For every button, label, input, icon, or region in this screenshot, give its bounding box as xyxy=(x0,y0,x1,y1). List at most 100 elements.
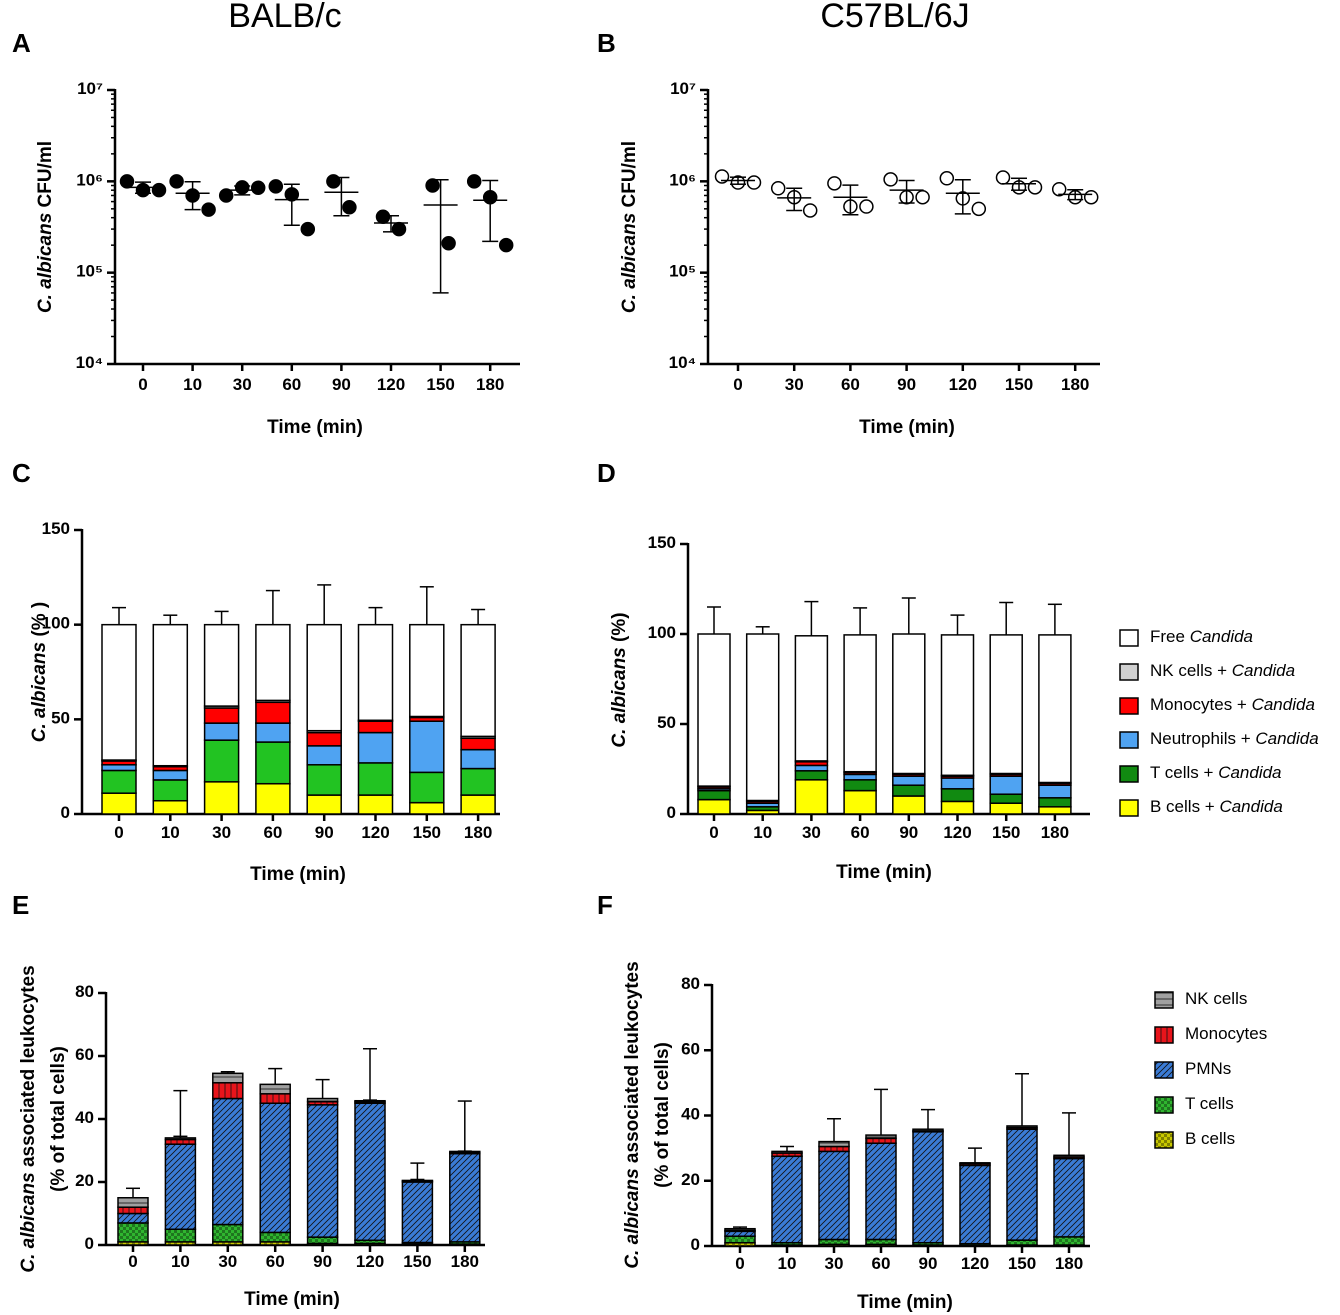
bar-segment xyxy=(152,799,189,815)
bar-segment xyxy=(354,1099,386,1103)
bar-segment xyxy=(1038,784,1072,799)
panel-letter: D xyxy=(597,458,616,488)
bar-segment xyxy=(409,771,445,804)
bar-segment xyxy=(306,731,342,747)
data-point xyxy=(218,188,234,203)
data-point xyxy=(250,180,266,196)
bar-segment xyxy=(212,1223,244,1243)
x-tick-label: 30 xyxy=(825,1254,844,1273)
panel-letter: A xyxy=(12,28,31,58)
bar-segment xyxy=(357,731,394,764)
bar-segment xyxy=(843,789,877,815)
y-tick-label: 150 xyxy=(648,533,676,552)
x-tick-label: 60 xyxy=(851,823,870,842)
bar-segment xyxy=(203,739,240,783)
data-point xyxy=(326,174,341,189)
data-point xyxy=(859,199,874,214)
data-point xyxy=(883,172,898,187)
bar-segment xyxy=(843,779,877,792)
bar-segment xyxy=(794,635,829,762)
bar-segment xyxy=(255,741,291,785)
bar-segment xyxy=(259,1093,291,1105)
legend-swatch xyxy=(1119,799,1139,817)
bar-segment xyxy=(1038,797,1072,808)
bar-segment xyxy=(117,1212,149,1224)
x-tick-label: 10 xyxy=(753,823,772,842)
panel-letter: C xyxy=(12,458,31,488)
bar-segment xyxy=(117,1206,149,1215)
column-title: C57BL/6J xyxy=(820,0,969,35)
y-axis-label: (% of total cells) xyxy=(652,1042,673,1188)
bar-segment xyxy=(212,1072,244,1084)
data-point xyxy=(169,174,184,189)
bar-segment xyxy=(794,779,829,815)
bar-segment xyxy=(152,623,189,767)
bar-segment xyxy=(203,722,240,741)
data-point xyxy=(375,209,391,224)
y-tick-label: 40 xyxy=(681,1105,700,1124)
data-point xyxy=(770,180,786,196)
data-point xyxy=(300,221,316,237)
x-tick-label: 90 xyxy=(332,375,351,394)
x-tick-label: 10 xyxy=(161,823,180,842)
x-tick-label: 60 xyxy=(266,1252,285,1271)
y-tick-label: 20 xyxy=(75,1171,94,1190)
bar-segment xyxy=(745,633,780,802)
data-point xyxy=(151,182,167,198)
legend-label: Monocytes xyxy=(1185,1024,1267,1043)
bar-segment xyxy=(959,1162,991,1165)
bar-segment xyxy=(101,764,137,772)
x-tick-label: 0 xyxy=(709,823,718,842)
bar-segment xyxy=(1053,1157,1085,1238)
legend-swatch xyxy=(1154,1061,1174,1079)
bar-segment xyxy=(152,769,189,781)
bar-segment xyxy=(818,1140,850,1148)
x-tick-label: 120 xyxy=(356,1252,384,1271)
bar-segment xyxy=(306,1097,339,1103)
legend-label: Monocytes + Candida xyxy=(1150,695,1315,714)
legend-swatch xyxy=(1119,765,1139,783)
bar-segment xyxy=(940,800,975,815)
bar-segment xyxy=(306,623,342,732)
x-tick-label: 180 xyxy=(1041,823,1069,842)
data-point xyxy=(391,221,407,237)
data-point xyxy=(1027,180,1043,195)
y-tick-label: 10⁷ xyxy=(77,79,103,98)
bar-segment xyxy=(212,1082,244,1100)
y-tick-label: 10⁴ xyxy=(76,353,103,372)
bar-segment xyxy=(354,1102,386,1242)
x-axis-label: Time (min) xyxy=(836,862,932,883)
bar-segment xyxy=(164,1137,197,1141)
bar-segment xyxy=(306,1104,339,1238)
legend-label: B cells + Candida xyxy=(1150,797,1283,816)
x-tick-label: 30 xyxy=(218,1252,237,1271)
x-tick-label: 10 xyxy=(778,1254,797,1273)
x-tick-label: 180 xyxy=(1061,375,1089,394)
bar-segment xyxy=(794,764,829,772)
bar-segment xyxy=(203,707,240,724)
legend-label: B cells xyxy=(1185,1129,1235,1148)
bar-segment xyxy=(259,1102,291,1234)
bar-segment xyxy=(460,737,496,751)
bar-segment xyxy=(212,1097,244,1226)
bar-segment xyxy=(449,1152,481,1243)
panel-letter: B xyxy=(597,28,616,58)
data-point xyxy=(1083,189,1099,205)
bar-segment xyxy=(255,722,291,743)
legend-label: T cells + Candida xyxy=(1150,763,1282,782)
legend-label: Neutrophils + Candida xyxy=(1150,729,1319,748)
y-tick-label: 10⁶ xyxy=(76,171,103,190)
data-point xyxy=(441,235,456,251)
y-tick-label: 10⁶ xyxy=(669,171,696,190)
bar-segment xyxy=(306,794,342,815)
x-tick-label: 60 xyxy=(282,375,301,394)
bar-segment xyxy=(306,745,342,766)
legend-swatch xyxy=(1119,731,1139,749)
data-point xyxy=(342,200,357,215)
x-tick-label: 120 xyxy=(361,823,389,842)
bar-segment xyxy=(959,1164,991,1245)
bar-segment xyxy=(409,720,445,774)
bar-segment xyxy=(449,1150,481,1154)
bar-segment xyxy=(255,782,291,815)
bar-segment xyxy=(409,801,445,815)
